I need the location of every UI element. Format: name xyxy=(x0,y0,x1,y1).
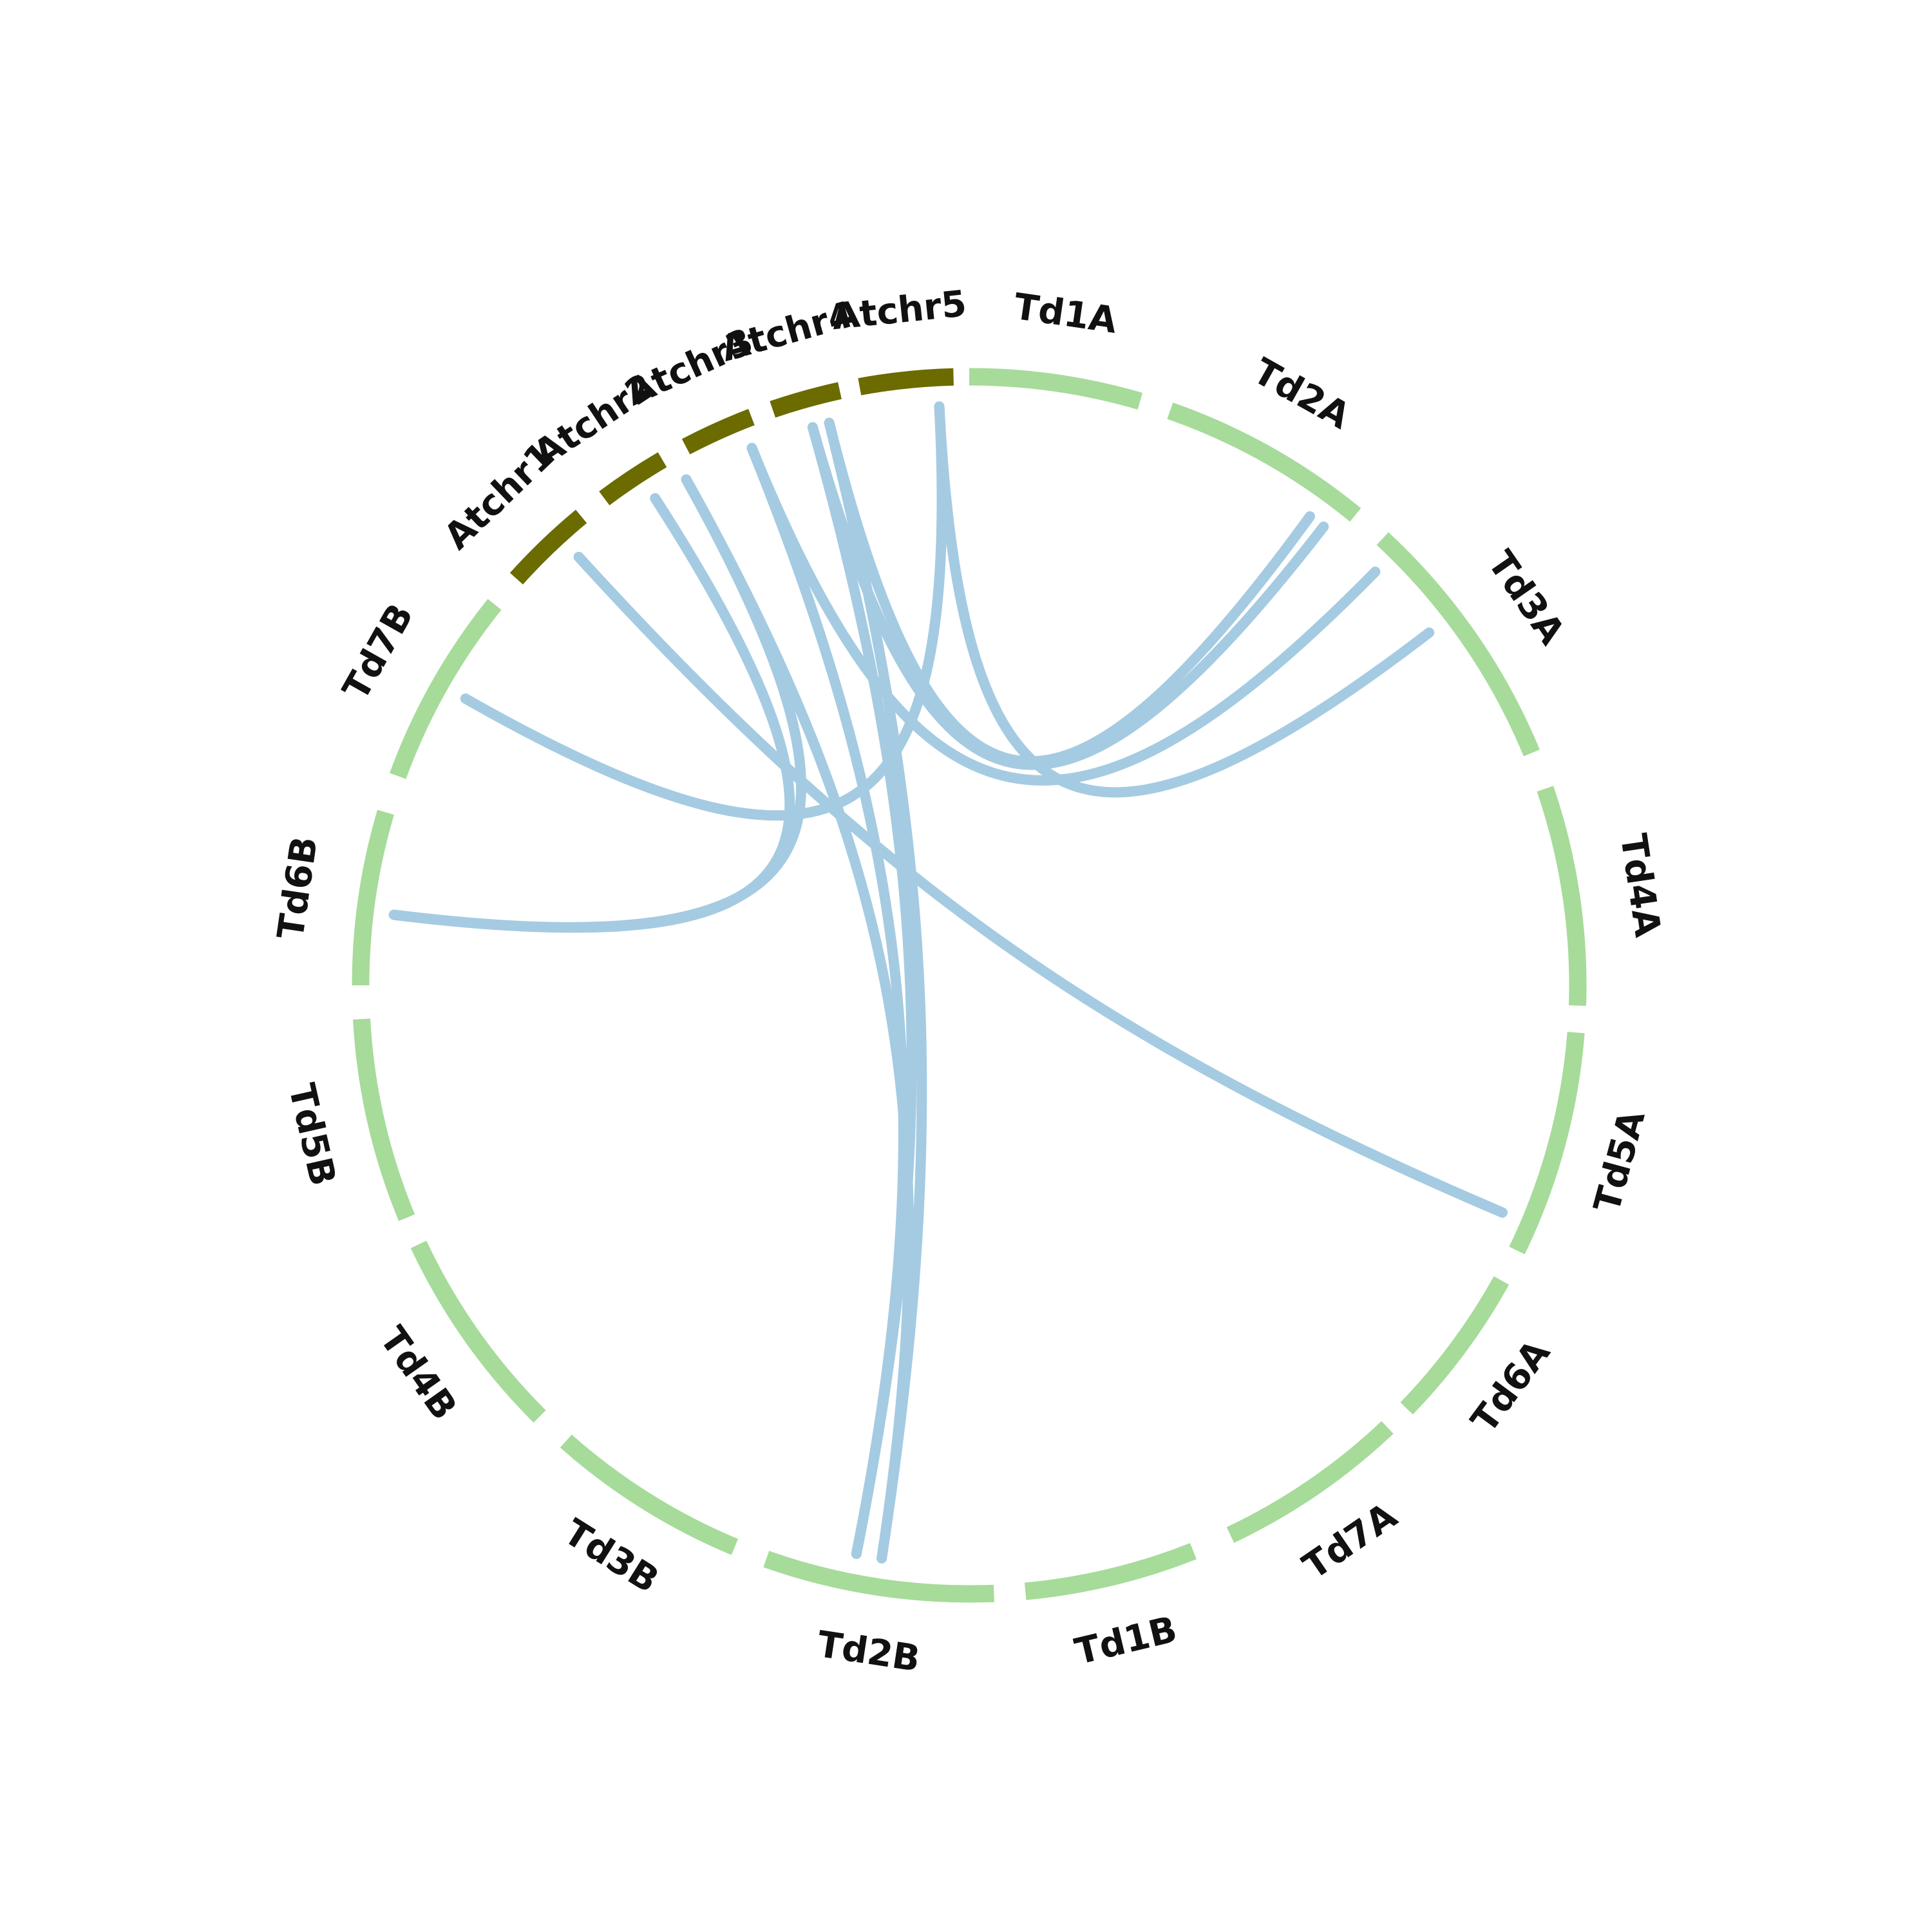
segment-label-td1b: Td1B xyxy=(1071,1609,1181,1673)
links-layer xyxy=(388,401,1508,1564)
segment-td7b xyxy=(390,599,502,779)
segment-atchr4 xyxy=(770,382,842,418)
segment-label-td6a: Td6A xyxy=(1463,1332,1558,1441)
segment-td5b xyxy=(353,1018,415,1221)
link-atchr3-td3a-6 xyxy=(746,442,1381,786)
segment-label-td7b: Td7B xyxy=(335,597,422,707)
segment-td4b xyxy=(410,1240,546,1423)
segment-td1b xyxy=(1024,1543,1197,1600)
segment-atchr2 xyxy=(599,452,667,506)
segment-atchr5 xyxy=(858,368,954,395)
segment-label-td3b: Td3B xyxy=(556,1511,666,1602)
segment-td3b xyxy=(560,1434,739,1555)
link-atchr1-td5a-11 xyxy=(573,551,1508,1218)
segment-label-td5a: Td5A xyxy=(1586,1106,1654,1217)
segment-td5a xyxy=(1509,1032,1585,1255)
link-atchr3-td2b-7 xyxy=(746,442,909,1559)
segment-td6b xyxy=(352,810,394,986)
segment-label-td4b: Td4B xyxy=(372,1319,465,1427)
segment-td3a xyxy=(1376,532,1540,757)
segment-label-td2b: Td2B xyxy=(815,1624,923,1680)
link-atchr1-td5a-12 xyxy=(573,551,1508,1218)
segment-td2b xyxy=(763,1551,994,1603)
segment-td2a xyxy=(1167,402,1361,522)
segment-label-td1a: Td1A xyxy=(1011,286,1120,342)
segment-label-td2a: Td2A xyxy=(1246,350,1357,438)
link-atchr5-td7b-0 xyxy=(460,401,947,821)
segment-label-td7a: Td7A xyxy=(1296,1495,1405,1588)
link-atchr2-td2b-9 xyxy=(681,474,914,1564)
segment-td7a xyxy=(1226,1421,1394,1543)
segment-label-td3a: Td3A xyxy=(1479,544,1573,653)
segment-label-atchr5: Atchr5 xyxy=(829,283,968,338)
segment-atchr1 xyxy=(509,509,587,585)
segment-atchr3 xyxy=(681,408,755,455)
segment-label-td5b: Td5B xyxy=(280,1080,344,1189)
segments-layer xyxy=(352,368,1587,1603)
segment-td6a xyxy=(1400,1276,1510,1415)
labels-layer: Td1A Td2A Td3A Td4A Td5A Td6A Td7A Td1B Td2B Td3B… xyxy=(270,283,1669,1680)
segment-td1a xyxy=(969,368,1143,410)
segment-td4a xyxy=(1537,786,1587,1006)
segment-label-td6b: Td6B xyxy=(270,834,326,942)
link-atchr2-td6b-10 xyxy=(388,493,795,933)
segment-label-td4a: Td4A xyxy=(1612,831,1669,940)
